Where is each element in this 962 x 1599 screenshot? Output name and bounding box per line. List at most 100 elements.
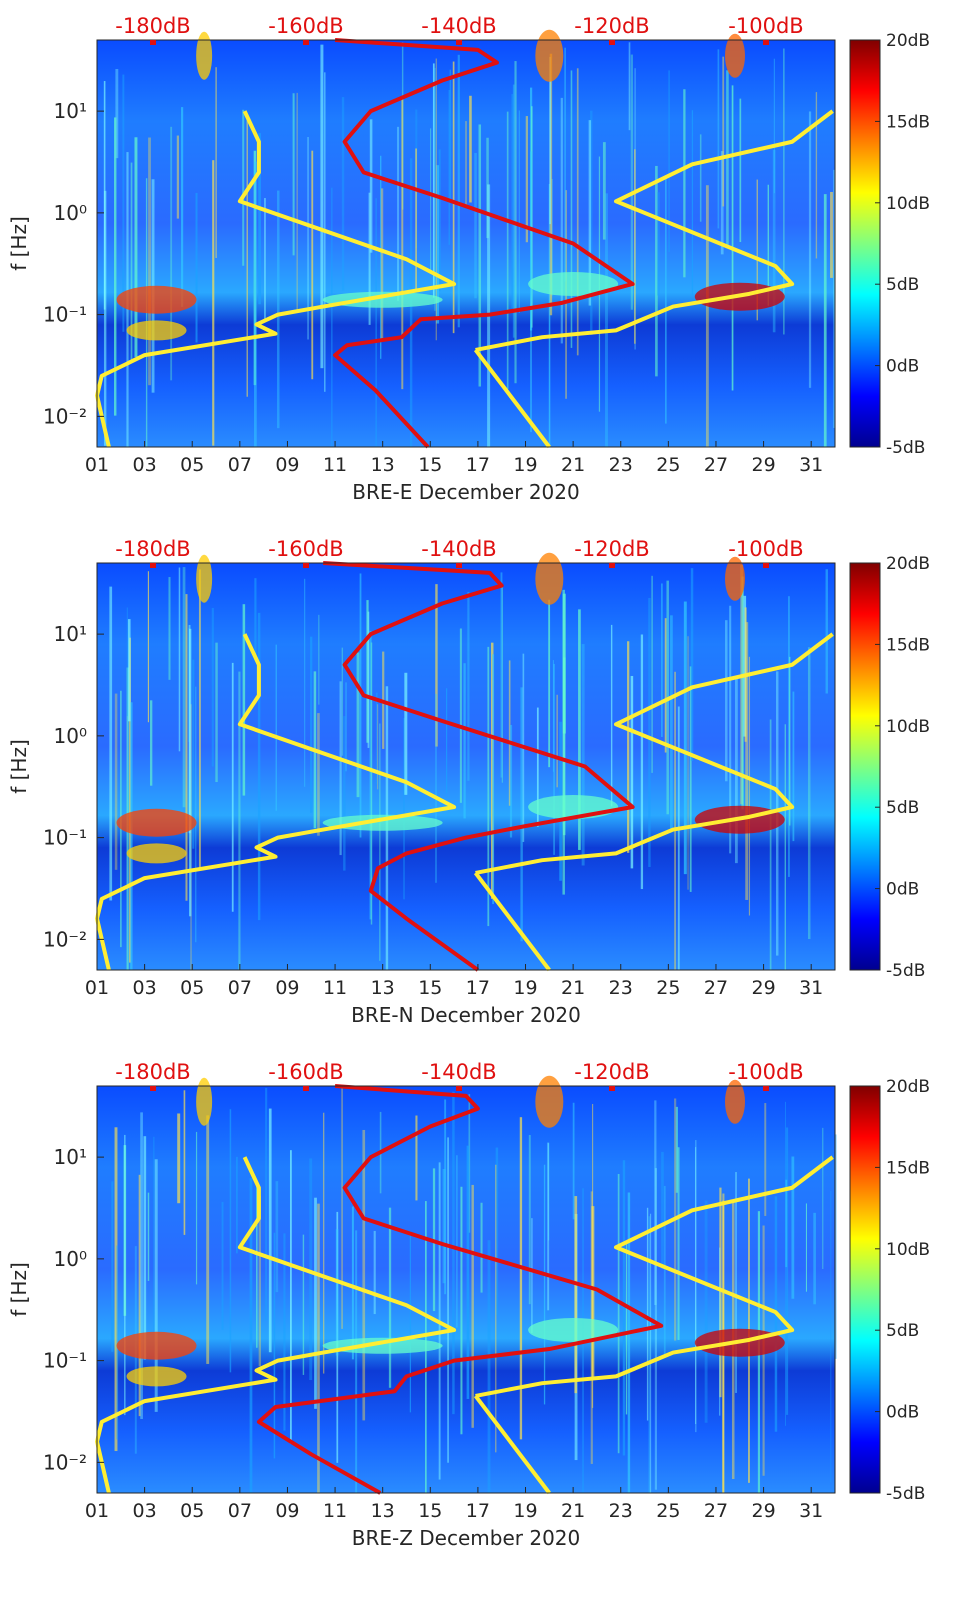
top-tick-mark	[456, 563, 462, 568]
transient-streak	[362, 1129, 366, 1421]
transient-streak	[221, 1201, 224, 1330]
transient-streak	[691, 110, 694, 296]
top-tick-label: -100dB	[728, 14, 803, 38]
transient-streak	[148, 137, 151, 386]
transient-streak	[369, 630, 372, 920]
top-tick-mark	[763, 40, 769, 45]
transient-streak	[192, 659, 195, 849]
transient-streak	[578, 609, 581, 850]
transient-streak	[588, 120, 592, 306]
transient-streak	[791, 1156, 795, 1299]
x-tick-label: 07	[228, 1500, 252, 1522]
y-axis-label: f [Hz]	[7, 739, 31, 794]
transient-streak	[830, 1190, 832, 1483]
spectral-hotspot	[322, 814, 443, 831]
transient-streak	[605, 193, 608, 447]
x-tick-label: 25	[656, 1500, 680, 1522]
transient-streak	[302, 1234, 305, 1375]
transient-streak	[265, 1087, 268, 1321]
transient-streak	[788, 656, 791, 826]
colorbar-tick-label: 5dB	[886, 1321, 919, 1341]
transient-streak	[452, 1091, 455, 1415]
colorbar-tick-label: 15dB	[886, 112, 930, 132]
transient-streak	[292, 93, 295, 256]
transient-streak	[134, 137, 138, 358]
transient-streak	[574, 1196, 578, 1394]
transient-streak	[289, 1150, 292, 1444]
transient-streak	[366, 600, 369, 743]
x-tick-label: 31	[799, 977, 823, 999]
spectrogram-panel: 01 03 05 07 09 11 13 15 17 19 21 23 25 27 29 31 BRE-Z De…	[7, 1060, 930, 1550]
colorbar-tick-label: 5dB	[886, 798, 919, 818]
transient-streak	[231, 662, 234, 912]
top-tick-label: -100dB	[728, 537, 803, 561]
x-tick-label: 23	[609, 977, 633, 999]
transient-streak	[628, 42, 631, 131]
transient-streak	[409, 1231, 412, 1413]
transient-streak	[661, 1151, 664, 1270]
transient-streak	[640, 634, 644, 890]
transient-streak	[785, 1179, 788, 1268]
transient-streak	[648, 597, 651, 868]
top-tick-label: -120dB	[574, 1060, 649, 1084]
transient-streak	[114, 1127, 118, 1452]
transient-streak	[508, 660, 511, 806]
transient-streak	[432, 63, 435, 298]
transient-streak	[675, 1106, 678, 1193]
transient-streak	[114, 693, 118, 870]
transient-streak	[731, 85, 734, 391]
colorbar-tick-label: 20dB	[886, 31, 930, 51]
x-tick-label: 09	[275, 977, 299, 999]
transient-streak	[130, 702, 133, 970]
transient-streak	[147, 1192, 150, 1281]
x-tick-label: 11	[323, 1500, 347, 1522]
transient-streak	[581, 644, 585, 866]
x-tick-label: 03	[133, 1500, 157, 1522]
spectral-hotspot	[126, 843, 187, 864]
transient-streak	[310, 636, 313, 813]
x-tick-label: 19	[513, 1500, 537, 1522]
y-tick-label: 10¹	[54, 622, 87, 646]
transient-streak	[195, 192, 198, 343]
colorbar-tick-label: 10dB	[886, 1240, 930, 1260]
spectral-hotspot	[535, 552, 564, 605]
model-curve	[475, 632, 834, 875]
transient-streak	[784, 724, 786, 970]
model-curve	[95, 110, 457, 448]
top-tick-mark	[763, 563, 769, 568]
transient-streak	[336, 1211, 339, 1463]
transient-streak	[805, 1203, 808, 1292]
x-tick-label: 07	[228, 977, 252, 999]
transient-streak	[149, 700, 153, 786]
model-curve	[475, 109, 834, 352]
transient-streak	[530, 1218, 533, 1334]
spectral-hotspot	[535, 29, 564, 82]
x-tick-label: 11	[323, 977, 347, 999]
colorbar-tick-label: 0dB	[886, 1403, 919, 1423]
transient-streak	[525, 116, 528, 243]
top-tick-label: -140dB	[421, 537, 496, 561]
transient-streak	[536, 707, 539, 827]
spectral-hotspot	[535, 1075, 564, 1128]
transient-streak	[367, 611, 370, 748]
transient-streak	[442, 1169, 446, 1284]
transient-streak	[511, 94, 514, 309]
transient-streak	[249, 1178, 253, 1493]
transient-streak	[625, 1244, 628, 1415]
spectral-hotspot	[322, 291, 443, 308]
transient-streak	[456, 1155, 458, 1328]
x-tick-label: 27	[704, 977, 728, 999]
spectral-hotspot	[322, 1337, 443, 1354]
x-tick-label: 27	[704, 1500, 728, 1522]
x-tick-label: 01	[85, 977, 109, 999]
transient-streak	[273, 1232, 276, 1459]
transient-streak	[195, 1131, 198, 1285]
transient-streak	[258, 133, 261, 305]
transient-streak	[430, 128, 432, 274]
top-tick-mark	[150, 40, 156, 45]
transient-streak	[627, 1192, 631, 1493]
transient-streak	[341, 647, 344, 756]
transient-streak	[341, 97, 345, 291]
x-tick-label: 31	[799, 1500, 823, 1522]
